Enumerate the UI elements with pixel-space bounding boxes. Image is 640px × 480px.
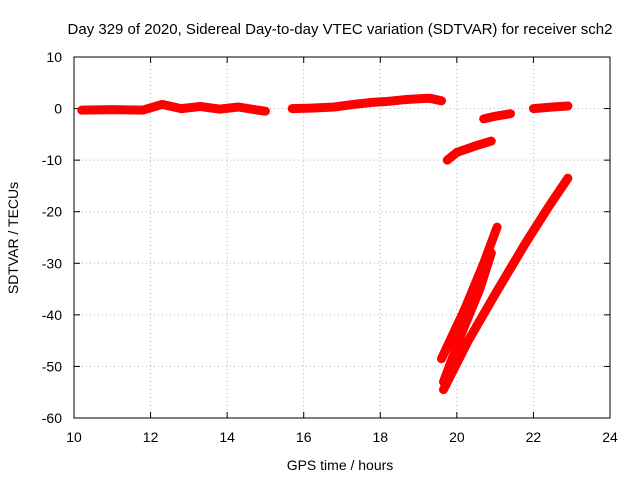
y-axis-label: SDTVAR / TECUs	[5, 182, 21, 294]
series-line-6	[437, 222, 502, 364]
series-line-3	[442, 136, 496, 165]
ticks: 10 12 14 16 18 20 22 24 10 0 -10 -20 -30 -40 -50 -60	[42, 49, 618, 445]
series-line-8	[439, 173, 573, 395]
x-tick-label: 16	[296, 429, 312, 445]
plot-frame	[73, 56, 611, 419]
x-tick-label: 12	[143, 429, 159, 445]
x-tick-label: 18	[372, 429, 388, 445]
series-line-5	[528, 101, 573, 114]
x-tick-label: 20	[449, 429, 465, 445]
y-tick-label: 10	[46, 49, 62, 65]
y-tick-label: -30	[42, 255, 62, 271]
series-line-1	[77, 99, 270, 116]
x-tick-label: 10	[66, 429, 82, 445]
x-tick-label: 24	[602, 429, 618, 445]
series-group	[77, 93, 573, 395]
chart-title: Day 329 of 2020, Sidereal Day-to-day VTE…	[68, 21, 613, 38]
series-line-4	[479, 109, 515, 124]
x-tick-label: 14	[219, 429, 235, 445]
y-tick-label: -40	[42, 307, 62, 323]
x-tick-label: 22	[526, 429, 542, 445]
y-tick-label: 0	[54, 101, 62, 117]
series-line-7	[439, 248, 496, 387]
y-tick-label: -10	[42, 152, 62, 168]
series-line-2	[287, 93, 446, 114]
y-tick-label: -50	[42, 358, 62, 374]
y-tick-label: -20	[42, 204, 62, 220]
y-tick-label: -60	[42, 410, 62, 426]
x-axis-label: GPS time / hours	[287, 457, 394, 473]
